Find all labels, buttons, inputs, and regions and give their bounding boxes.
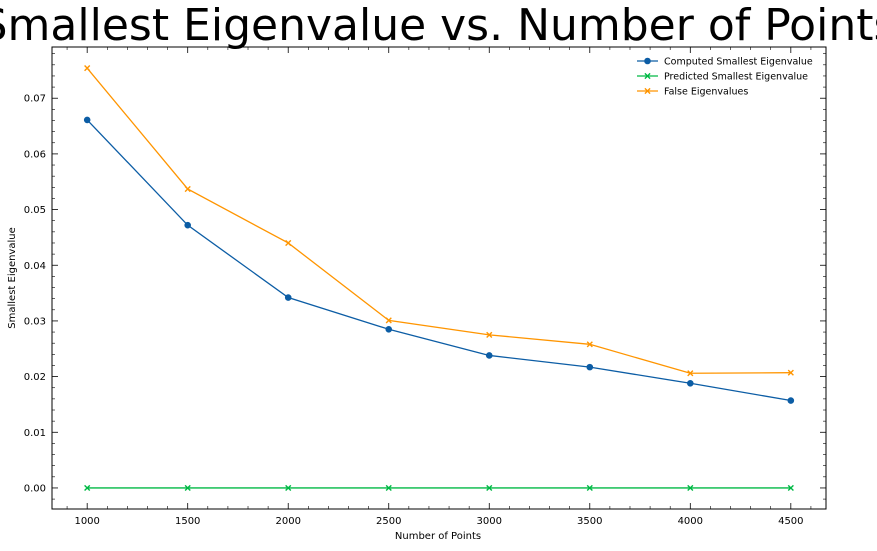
legend-label: False Eigenvalues bbox=[664, 87, 748, 98]
data-point bbox=[787, 369, 794, 376]
series-line bbox=[86, 119, 791, 402]
y-tick-label: 0.01 bbox=[24, 428, 46, 439]
data-point bbox=[385, 325, 393, 333]
data-point bbox=[284, 294, 292, 301]
series-2 bbox=[84, 484, 794, 492]
series-1 bbox=[83, 116, 795, 404]
y-tick-label: 0.05 bbox=[24, 205, 46, 216]
y-tick-label: 0.04 bbox=[24, 261, 46, 272]
data-point bbox=[787, 484, 794, 492]
y-tick-label: 0.07 bbox=[24, 94, 46, 105]
data-point bbox=[586, 341, 593, 348]
data-point bbox=[84, 65, 91, 72]
data-point bbox=[83, 116, 91, 124]
x-tick-label: 2000 bbox=[275, 516, 300, 527]
data-point bbox=[486, 484, 493, 492]
x-axis-label: Number of Points bbox=[395, 531, 481, 542]
x-tick-label: 4500 bbox=[778, 516, 803, 527]
data-point bbox=[385, 317, 392, 324]
legend-marker bbox=[644, 87, 651, 95]
legend: Computed Smallest Eigenvalue Predicted Sm… bbox=[637, 57, 813, 98]
y-tick-label: 0.06 bbox=[24, 149, 46, 160]
data-point bbox=[385, 484, 392, 492]
plot-frame bbox=[51, 46, 827, 510]
data-point bbox=[285, 239, 292, 247]
series-3 bbox=[84, 65, 794, 377]
data-point bbox=[787, 397, 795, 404]
x-tick-label: 4000 bbox=[678, 516, 703, 527]
legend-marker bbox=[644, 57, 651, 65]
x-tick-label: 1500 bbox=[175, 516, 200, 527]
x-tick-label: 2500 bbox=[376, 516, 401, 527]
y-tick-label: 0.03 bbox=[24, 316, 46, 327]
data-point bbox=[184, 221, 192, 229]
y-tick-label: 0.02 bbox=[24, 372, 46, 383]
data-point bbox=[184, 484, 191, 492]
series-layer bbox=[83, 65, 795, 492]
y-tick-label: 0.00 bbox=[24, 483, 46, 494]
data-point bbox=[285, 484, 292, 492]
data-point bbox=[586, 484, 593, 492]
data-point bbox=[184, 185, 191, 193]
chart-title: Smallest Eigenvalue vs. Number of Points bbox=[0, 0, 877, 51]
data-point bbox=[486, 331, 493, 338]
series-line bbox=[86, 67, 791, 374]
data-point bbox=[687, 370, 694, 377]
legend-marker bbox=[644, 72, 651, 80]
data-point bbox=[686, 379, 694, 387]
x-tick-label: 3000 bbox=[477, 516, 502, 527]
y-axis-label: Smallest Eigenvalue bbox=[7, 227, 18, 328]
x-tick-label: 1000 bbox=[74, 516, 99, 527]
x-tick-label: 3500 bbox=[577, 516, 602, 527]
legend-label: Computed Smallest Eigenvalue bbox=[664, 57, 813, 68]
legend-label: Predicted Smallest Eigenvalue bbox=[664, 72, 808, 83]
data-point bbox=[586, 363, 594, 371]
axis-ticks: 1000 1500 2000 2500 3000 3500 4000 4500 0.00 0.01… bbox=[24, 47, 826, 527]
data-point bbox=[84, 484, 91, 492]
data-point bbox=[687, 484, 694, 492]
data-point bbox=[485, 352, 493, 359]
